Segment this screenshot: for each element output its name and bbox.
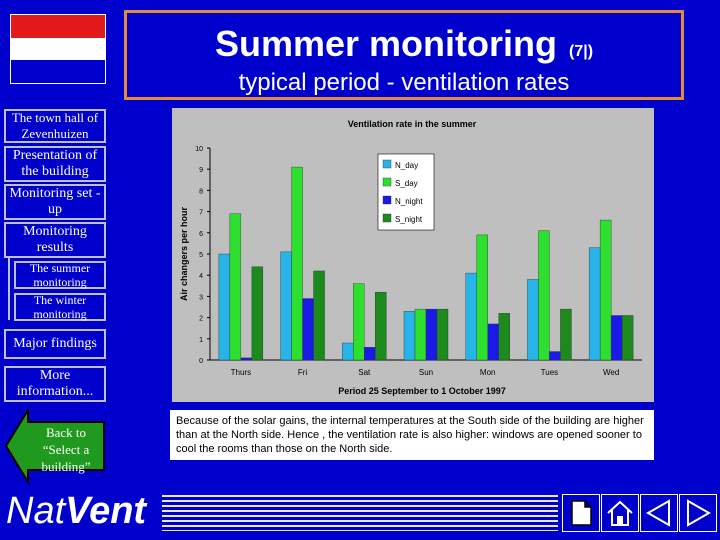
y-tick-label: 7: [199, 210, 203, 217]
back-arrow-icon[interactable]: [4, 408, 108, 484]
y-tick-label: 10: [195, 146, 203, 153]
legend-label: S_day: [395, 179, 418, 188]
x-tick-label: Thurs: [231, 368, 251, 377]
bar-n-night: [364, 347, 376, 361]
y-tick-label: 5: [199, 252, 203, 259]
flag-blue-stripe: [11, 60, 105, 83]
page-subtitle: typical period - ventilation rates: [238, 69, 570, 96]
bar-n-day: [218, 253, 231, 361]
bar-s-night: [560, 308, 572, 361]
legend-swatch: [382, 195, 392, 205]
bar-s-night: [251, 266, 264, 361]
bar-s-day: [291, 166, 303, 361]
chart-ylabel: Air changers per hour: [179, 206, 189, 301]
y-tick-label: 9: [199, 167, 203, 174]
submenu-bracket: [8, 258, 10, 320]
bar-n-night: [425, 308, 438, 361]
chart-xlabel: Period 25 September to 1 October 1997: [338, 386, 506, 396]
nav-monitoring-results[interactable]: Monitoring results: [4, 222, 106, 258]
page-title-suffix: (7|): [569, 43, 594, 60]
natvent-logo: NatVent: [6, 490, 146, 533]
bar-s-night: [621, 315, 634, 361]
flag-red-stripe: [11, 15, 105, 38]
chart-panel: Ventilation rate in the summer Air chang…: [172, 108, 654, 402]
legend-label: S_night: [395, 215, 423, 224]
legend-swatch: [382, 177, 392, 187]
next-icon[interactable]: [679, 494, 717, 532]
bar-s-day: [476, 234, 488, 361]
bar-n-day: [465, 272, 477, 361]
y-tick-label: 0: [199, 358, 203, 365]
title-box: Summer monitoring (7|) typical period - v…: [124, 10, 684, 100]
x-tick-label: Sun: [419, 368, 433, 377]
home-icon[interactable]: [601, 494, 639, 532]
y-tick-label: 6: [199, 231, 203, 238]
ventilation-chart: Ventilation rate in the summer Air chang…: [179, 119, 642, 396]
y-tick-label: 4: [199, 273, 203, 280]
legend-label: N_night: [395, 197, 423, 206]
nav-town-hall[interactable]: The town hall of Zevenhuizen: [4, 109, 106, 143]
y-tick-label: 3: [199, 294, 203, 301]
bar-s-day: [229, 213, 242, 361]
bar-n-day: [588, 247, 601, 361]
x-tick-label: Wed: [603, 368, 619, 377]
bar-n-night: [549, 351, 561, 361]
logo-nat: Nat: [6, 490, 66, 532]
bar-s-night: [498, 313, 510, 361]
decorative-stripes: [162, 495, 558, 531]
x-tick-label: Tues: [541, 368, 559, 377]
previous-icon[interactable]: [640, 494, 678, 532]
flag-white-stripe: [11, 37, 105, 61]
netherlands-flag: [10, 14, 106, 84]
bar-s-day: [538, 230, 550, 361]
page-title: Summer monitoring (7|): [127, 23, 681, 65]
page-title-text: Summer monitoring: [214, 23, 557, 64]
legend-swatch: [382, 213, 392, 223]
nav-winter-monitoring[interactable]: The winter monitoring: [14, 293, 106, 321]
bar-n-day: [403, 311, 416, 361]
chart-title: Ventilation rate in the summer: [348, 119, 477, 129]
legend-swatch: [382, 159, 392, 169]
chart-caption: Because of the solar gains, the internal…: [170, 410, 654, 460]
bar-n-day: [527, 279, 539, 361]
x-tick-label: Sat: [358, 368, 371, 377]
bar-n-night: [240, 357, 253, 361]
bar-n-night: [487, 323, 499, 361]
y-tick-label: 8: [199, 188, 203, 195]
bar-n-night: [302, 298, 314, 361]
bar-s-night: [313, 270, 325, 361]
nav-presentation-building[interactable]: Presentation of the building: [4, 146, 106, 182]
x-tick-label: Fri: [298, 368, 308, 377]
y-tick-label: 2: [199, 316, 203, 323]
legend-label: N_day: [395, 161, 418, 170]
bar-n-day: [342, 342, 354, 361]
back-to-select-building[interactable]: Back to “Select a building”: [41, 425, 91, 474]
nav-more-information[interactable]: More information...: [4, 366, 106, 402]
bar-s-day: [414, 308, 427, 361]
y-tick-label: 1: [199, 337, 203, 344]
bar-s-day: [599, 219, 612, 361]
logo-vent: Vent: [65, 490, 147, 532]
nav-monitoring-setup[interactable]: Monitoring set -up: [4, 184, 106, 220]
x-tick-label: Mon: [480, 368, 496, 377]
nav-summer-monitoring[interactable]: The summer monitoring: [14, 261, 106, 289]
bar-n-day: [280, 251, 292, 361]
bar-n-night: [610, 315, 623, 361]
page-icon[interactable]: [562, 494, 600, 532]
bar-s-day: [353, 283, 365, 361]
bar-s-night: [436, 308, 449, 361]
bar-s-night: [375, 291, 387, 361]
nav-major-findings[interactable]: Major findings: [4, 329, 106, 359]
